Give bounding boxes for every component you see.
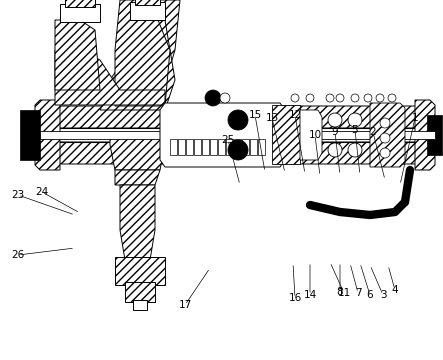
Text: 25: 25	[222, 135, 235, 145]
Polygon shape	[55, 106, 430, 128]
Bar	[250, 139, 257, 155]
Bar	[60, 4, 100, 22]
Bar	[20, 110, 40, 160]
Polygon shape	[272, 105, 300, 164]
Polygon shape	[55, 50, 165, 105]
Circle shape	[376, 94, 384, 102]
Bar	[186, 139, 193, 155]
Text: 7: 7	[355, 288, 361, 298]
Circle shape	[364, 94, 372, 102]
Polygon shape	[55, 142, 430, 164]
Polygon shape	[100, 0, 180, 100]
Polygon shape	[415, 100, 435, 170]
Circle shape	[205, 90, 221, 106]
Circle shape	[228, 140, 248, 160]
Bar	[202, 139, 209, 155]
Circle shape	[336, 94, 344, 102]
Circle shape	[380, 133, 390, 143]
Bar	[115, 257, 165, 285]
Text: 3: 3	[380, 290, 386, 300]
Text: 16: 16	[288, 293, 302, 303]
Text: 8: 8	[337, 287, 343, 297]
Text: 4: 4	[392, 285, 398, 295]
Circle shape	[351, 94, 359, 102]
Bar	[234, 139, 241, 155]
Circle shape	[348, 143, 362, 157]
Text: 9: 9	[332, 127, 338, 137]
Bar	[226, 139, 233, 155]
Text: 11: 11	[338, 288, 350, 298]
Bar	[258, 139, 265, 155]
Bar	[218, 139, 225, 155]
Bar	[40, 131, 435, 139]
Text: 1: 1	[412, 113, 418, 123]
Bar	[242, 139, 249, 155]
Polygon shape	[370, 103, 405, 167]
Text: 17: 17	[179, 300, 192, 310]
Circle shape	[291, 94, 299, 102]
Circle shape	[328, 143, 342, 157]
Polygon shape	[115, 170, 160, 185]
Bar	[125, 282, 155, 302]
Circle shape	[328, 113, 342, 127]
Polygon shape	[55, 20, 100, 90]
Polygon shape	[110, 135, 165, 170]
Circle shape	[380, 148, 390, 158]
Bar	[427, 115, 442, 155]
Circle shape	[380, 118, 390, 128]
Text: 6: 6	[367, 290, 373, 300]
Polygon shape	[300, 110, 322, 160]
Bar	[178, 139, 185, 155]
Bar	[210, 139, 217, 155]
Polygon shape	[35, 100, 60, 170]
Text: 14: 14	[303, 290, 317, 300]
Text: 13: 13	[265, 113, 279, 123]
Circle shape	[220, 93, 230, 103]
Text: 23: 23	[12, 190, 25, 200]
Text: 26: 26	[12, 250, 25, 260]
Circle shape	[326, 94, 334, 102]
Circle shape	[388, 94, 396, 102]
Bar	[130, 2, 165, 20]
Circle shape	[306, 94, 314, 102]
Polygon shape	[100, 20, 175, 110]
Polygon shape	[160, 103, 285, 167]
Bar	[194, 139, 201, 155]
Text: 5: 5	[352, 125, 358, 135]
Text: 24: 24	[35, 187, 49, 197]
Text: 10: 10	[308, 130, 322, 140]
Text: 2: 2	[370, 127, 376, 137]
Circle shape	[228, 110, 248, 130]
Text: 15: 15	[249, 110, 262, 120]
Text: 12: 12	[288, 110, 302, 120]
Polygon shape	[120, 185, 155, 260]
Circle shape	[348, 113, 362, 127]
Bar	[135, 0, 160, 5]
Bar	[65, 0, 95, 7]
Polygon shape	[115, 0, 170, 106]
Bar	[170, 139, 177, 155]
Bar	[133, 300, 147, 310]
